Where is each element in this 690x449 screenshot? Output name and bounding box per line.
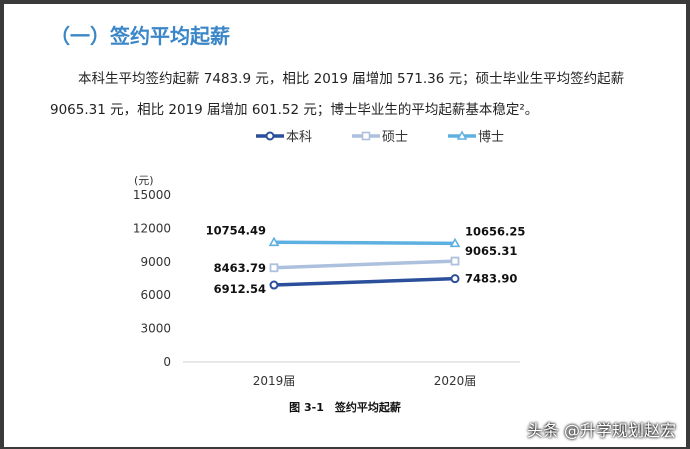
paragraph-line-2: 9065.31 元，相比 2019 届增加 601.52 元；博士毕业生的平均起… xyxy=(50,102,539,118)
legend-square-icon xyxy=(352,131,381,140)
y-tick-label: 0 xyxy=(163,355,171,369)
y-tick-label: 12000 xyxy=(133,221,171,235)
legend-item-本科: 本科 xyxy=(256,126,312,145)
data-point-marker xyxy=(268,236,280,247)
x-tick-label: 2019届 xyxy=(253,374,296,388)
data-label: 6912.54 xyxy=(214,282,266,296)
legend-label: 博士 xyxy=(478,130,505,145)
series-line-本科 xyxy=(273,276,456,287)
legend-circle-icon xyxy=(256,131,284,140)
legend-item-博士: 博士 xyxy=(448,126,504,145)
data-label: 8463.79 xyxy=(214,261,266,275)
data-label: 9065.31 xyxy=(465,244,517,258)
legend-triangle-icon xyxy=(448,129,477,140)
body-paragraph: 本科生平均签约起薪 7483.9 元，相比 2019 届增加 571.36 元；… xyxy=(50,64,670,126)
data-point-marker xyxy=(449,237,461,248)
watermark: 头条 @升学规划赵宏 xyxy=(526,421,676,440)
y-tick-label: 15000 xyxy=(133,188,171,202)
legend-item-硕士: 硕士 xyxy=(352,126,408,145)
data-point-marker xyxy=(269,263,279,273)
series-line-硕士 xyxy=(273,259,456,270)
y-tick-label: 9000 xyxy=(140,255,171,269)
data-label: 10754.49 xyxy=(206,223,266,237)
data-point-marker xyxy=(450,274,460,284)
chart-legend: 本科 硕士 博士 xyxy=(256,126,504,145)
paragraph-line-1: 本科生平均签约起薪 7483.9 元，相比 2019 届增加 571.36 元；… xyxy=(78,71,625,87)
data-label: 10656.25 xyxy=(465,224,525,238)
legend-label: 本科 xyxy=(286,130,313,145)
series-line-博士 xyxy=(273,240,456,246)
document-page xyxy=(4,4,686,447)
legend-label: 硕士 xyxy=(382,130,409,145)
data-label: 7483.90 xyxy=(465,272,517,286)
y-tick-label: 3000 xyxy=(140,322,171,336)
data-point-marker xyxy=(269,280,279,290)
figure-caption: 图 3-1 签约平均起薪 xyxy=(289,401,401,414)
y-tick-label: 6000 xyxy=(140,288,171,302)
x-tick-label: 2020届 xyxy=(434,374,477,388)
y-axis-unit-label: (元) xyxy=(134,174,154,187)
section-heading: （一）签约平均起薪 xyxy=(50,24,230,48)
data-point-marker xyxy=(450,256,460,266)
